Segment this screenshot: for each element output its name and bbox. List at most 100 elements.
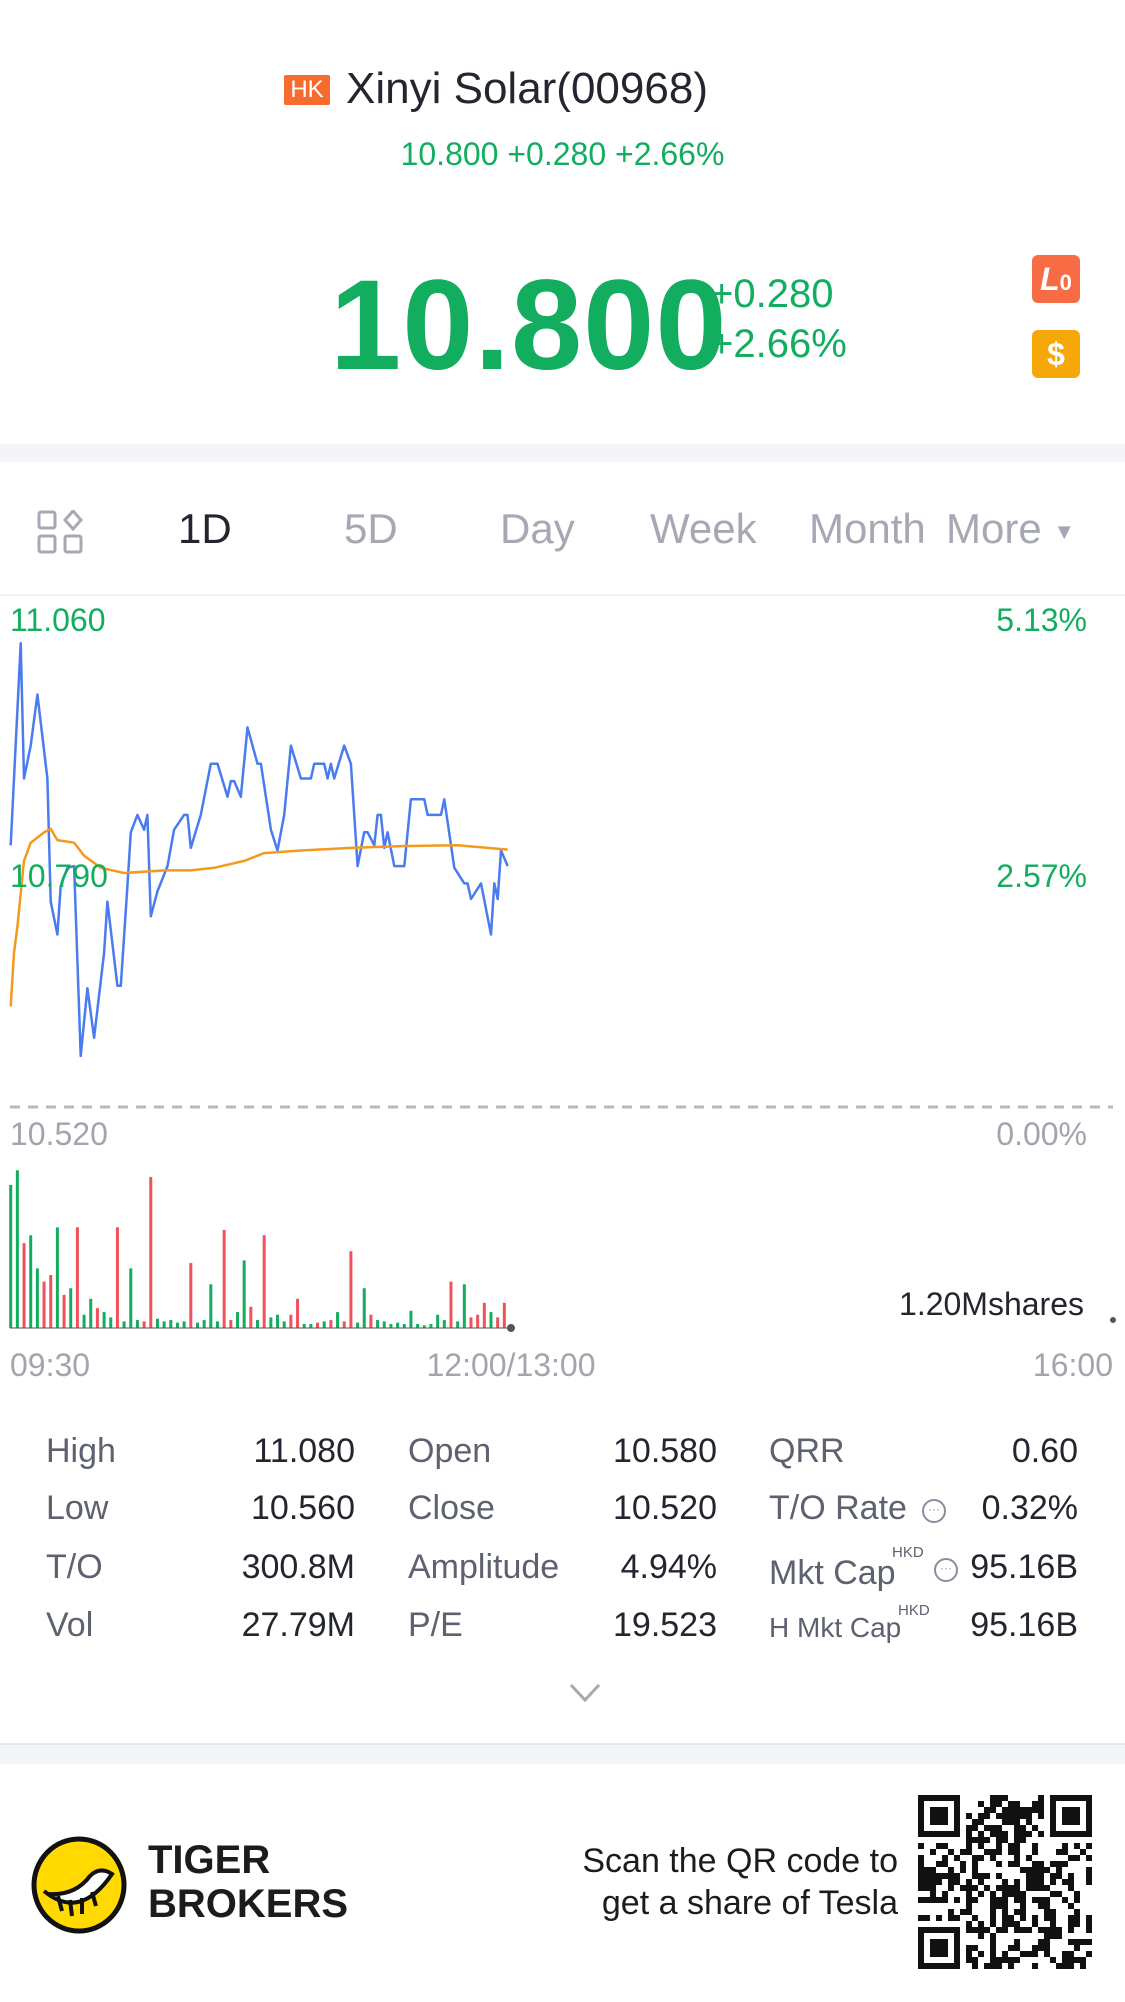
volume-bar xyxy=(215,1321,219,1328)
stat-label: Open xyxy=(408,1432,492,1470)
dollar-label: $ xyxy=(1047,336,1065,372)
price-axis-mid: 10.790 xyxy=(10,858,108,894)
volume-bar xyxy=(142,1321,146,1328)
dollar-icon[interactable]: $ xyxy=(1032,330,1080,378)
tab-5d[interactable]: 5D xyxy=(344,505,398,552)
volume-bar xyxy=(276,1314,280,1328)
volume-bar xyxy=(376,1320,380,1328)
current-price: 10.800 xyxy=(330,254,728,397)
average-price-line xyxy=(9,827,508,1007)
volume-bar xyxy=(262,1235,266,1328)
volume-bar xyxy=(195,1322,199,1328)
volume-bar xyxy=(436,1314,440,1328)
tiger-logo xyxy=(30,1836,128,1939)
caret-down-icon: ▼ xyxy=(1053,518,1076,544)
volume-bar xyxy=(402,1324,406,1328)
stat-value: 0.32% xyxy=(981,1489,1078,1527)
volume-bar xyxy=(249,1306,253,1328)
info-icon[interactable]: ··· xyxy=(934,1558,958,1582)
time-label-open: 09:30 xyxy=(10,1347,91,1383)
tab-day[interactable]: Day xyxy=(500,505,575,552)
stat-label: High xyxy=(46,1432,116,1470)
volume-bar xyxy=(222,1229,226,1328)
volume-bar xyxy=(496,1317,500,1328)
time-label-close: 16:00 xyxy=(1032,1347,1113,1383)
stat-label: T/O xyxy=(46,1548,103,1586)
volume-bar xyxy=(349,1251,353,1328)
price-axis-top: 11.060 xyxy=(10,602,106,638)
stat-value: 19.523 xyxy=(613,1606,717,1644)
stat-value: 95.16B xyxy=(970,1548,1078,1586)
volume-bar xyxy=(322,1321,326,1328)
volume-bar xyxy=(169,1320,173,1328)
volume-bar xyxy=(482,1302,486,1328)
stat-label: QRR xyxy=(769,1432,845,1470)
volume-bar xyxy=(356,1322,360,1328)
volume-bar xyxy=(462,1284,466,1328)
scan-text-line1: Scan the QR code to xyxy=(582,1842,898,1880)
tab-week[interactable]: Week xyxy=(650,505,757,552)
stock-subtitle: 10.800 +0.280 +2.66% xyxy=(400,136,725,172)
volume-max-label: 1.20Mshares xyxy=(899,1286,1084,1322)
volume-bar xyxy=(469,1317,473,1328)
volume-bar xyxy=(389,1324,393,1328)
pct-axis-bottom: 0.00% xyxy=(996,1116,1087,1152)
volume-bar xyxy=(162,1321,166,1328)
volume-bar xyxy=(49,1275,53,1328)
stat-value: 10.520 xyxy=(613,1489,717,1527)
stock-title: Xinyi Solar(00968) xyxy=(346,64,708,113)
volume-bar xyxy=(316,1322,320,1328)
volume-bar xyxy=(369,1314,373,1328)
tab-divider xyxy=(0,594,1125,596)
volume-bar xyxy=(95,1308,99,1328)
volume-bar xyxy=(489,1312,493,1328)
currency-superscript: HKD xyxy=(898,1602,930,1619)
market-badge: HK xyxy=(284,75,330,105)
volume-bar xyxy=(309,1324,313,1328)
stat-label: P/E xyxy=(408,1606,463,1644)
volume-bar xyxy=(502,1302,506,1328)
section-divider xyxy=(0,1743,1125,1764)
tab-more[interactable]: More ▼ xyxy=(946,505,1075,553)
stat-label: H Mkt Cap xyxy=(769,1612,902,1643)
volume-bar xyxy=(442,1320,446,1328)
stat-label: Low xyxy=(46,1489,109,1527)
volume-bar xyxy=(29,1235,33,1328)
volume-bar xyxy=(329,1320,333,1328)
section-divider xyxy=(0,444,1125,462)
volume-bar xyxy=(242,1260,246,1328)
volume-bar xyxy=(155,1318,159,1328)
latest-point-dot xyxy=(507,1324,515,1332)
level-zero-icon[interactable]: L0 xyxy=(1032,255,1080,303)
volume-bar xyxy=(362,1288,366,1328)
volume-bar xyxy=(69,1288,73,1328)
more-label: More xyxy=(946,505,1042,552)
level-sub: 0 xyxy=(1059,270,1072,295)
scan-text-line2: get a share of Tesla xyxy=(601,1884,898,1922)
chevron-down-icon[interactable] xyxy=(568,1682,602,1709)
stat-value: 10.560 xyxy=(251,1489,355,1527)
price-change: +0.280 xyxy=(710,272,834,316)
price-change-percent: +2.66% xyxy=(710,322,847,366)
volume-bar xyxy=(9,1184,13,1328)
volume-bar xyxy=(429,1324,433,1328)
layout-grid-icon[interactable] xyxy=(37,508,84,559)
stat-label: Amplitude xyxy=(408,1548,560,1586)
stat-value: 0.60 xyxy=(1011,1432,1078,1470)
info-icon[interactable]: ··· xyxy=(922,1499,946,1523)
volume-bar xyxy=(416,1324,420,1328)
volume-bar xyxy=(89,1298,93,1328)
stat-label: Close xyxy=(408,1489,495,1527)
volume-bar xyxy=(456,1321,460,1328)
tab-1d[interactable]: 1D xyxy=(178,505,232,552)
volume-bar xyxy=(336,1312,340,1328)
volume-bar xyxy=(409,1310,413,1328)
volume-bar xyxy=(175,1322,179,1328)
stat-value: 11.080 xyxy=(253,1432,355,1470)
stat-value: 10.580 xyxy=(613,1432,717,1470)
volume-bar xyxy=(182,1321,186,1328)
volume-bar xyxy=(75,1227,79,1328)
tab-month[interactable]: Month xyxy=(809,505,926,552)
volume-bar xyxy=(209,1284,213,1328)
